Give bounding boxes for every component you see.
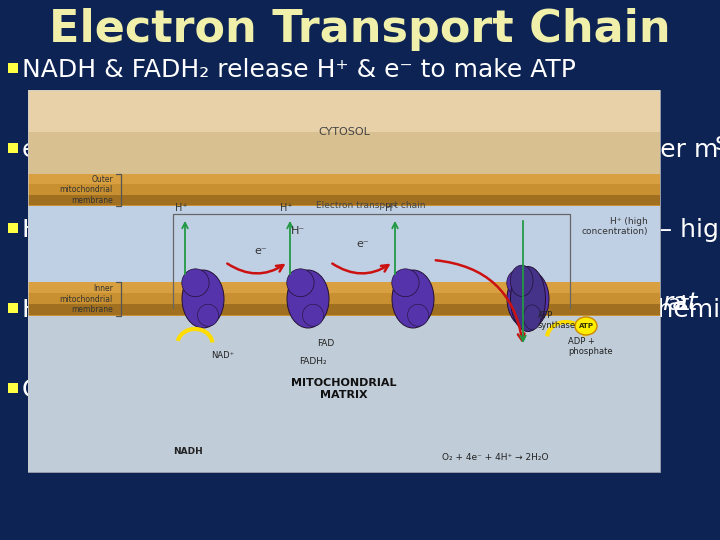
Text: Outer
mitochondrial
membrane: Outer mitochondrial membrane <box>60 175 113 205</box>
Text: Electron transport chain: Electron transport chain <box>316 201 426 210</box>
Text: ADP +
phosphate: ADP + phosphate <box>568 336 613 356</box>
Ellipse shape <box>197 304 219 326</box>
Ellipse shape <box>523 305 541 329</box>
Ellipse shape <box>523 304 544 326</box>
Text: H⁺ flow back through ATP synthase – makes ATP (chemiosmosis): H⁺ flow back through ATP synthase – make… <box>22 298 720 322</box>
Ellipse shape <box>507 269 534 296</box>
Ellipse shape <box>408 304 428 326</box>
Bar <box>28 316 660 472</box>
Bar <box>28 90 660 472</box>
Bar <box>28 90 660 132</box>
Text: e⁻: e⁻ <box>356 239 369 249</box>
Bar <box>28 206 660 282</box>
Bar <box>28 304 660 315</box>
Text: NADH & FADH₂ release H⁺ & e⁻ to make ATP: NADH & FADH₂ release H⁺ & e⁻ to make ATP <box>22 58 576 82</box>
Text: rat: rat <box>662 291 698 315</box>
Bar <box>28 282 660 293</box>
Text: CYTOSOL: CYTOSOL <box>318 127 370 137</box>
Text: FADH₂: FADH₂ <box>300 357 327 366</box>
Bar <box>28 174 660 184</box>
Text: O₂ + 4e⁻ + 4H⁺ → 2H₂O: O₂ + 4e⁻ + 4H⁺ → 2H₂O <box>442 453 549 462</box>
Text: s: s <box>715 131 720 155</box>
Text: FAD: FAD <box>318 339 335 348</box>
Text: H⁺: H⁺ <box>384 203 397 213</box>
Bar <box>8 63 18 73</box>
Text: H⁺ pumped across inner mitochondrial membrane – high concentration: H⁺ pumped across inner mitochondrial mem… <box>22 218 720 242</box>
Bar <box>28 90 660 472</box>
Ellipse shape <box>302 304 323 326</box>
Bar <box>28 90 660 174</box>
Text: e⁻: e⁻ <box>255 246 267 256</box>
Text: e⁻ passed down chain of proteins embedded in inner mitochondrial membrane: e⁻ passed down chain of proteins embedde… <box>22 138 720 162</box>
Ellipse shape <box>287 269 314 296</box>
Text: H⁺: H⁺ <box>279 203 292 213</box>
Text: H⁺ (high
concentration): H⁺ (high concentration) <box>582 217 648 236</box>
Ellipse shape <box>287 270 329 328</box>
Text: H⁻: H⁻ <box>291 226 305 236</box>
Ellipse shape <box>575 317 597 335</box>
Ellipse shape <box>392 269 419 296</box>
Bar <box>8 303 18 313</box>
Bar <box>8 143 18 153</box>
Text: ATP: ATP <box>578 323 593 329</box>
Text: H⁺: H⁺ <box>175 203 187 213</box>
Ellipse shape <box>507 270 549 328</box>
Text: NAD⁺: NAD⁺ <box>212 351 235 360</box>
Bar <box>8 383 18 393</box>
Bar <box>28 195 660 205</box>
Text: Electron Transport Chain: Electron Transport Chain <box>49 8 671 51</box>
Ellipse shape <box>510 267 546 332</box>
Ellipse shape <box>182 270 224 328</box>
Ellipse shape <box>392 270 434 328</box>
Text: O₂ is final electron acceptor → H₂O: O₂ is final electron acceptor → H₂O <box>22 378 455 402</box>
Bar <box>8 223 18 233</box>
Bar <box>28 282 660 316</box>
Text: ATP
synthase: ATP synthase <box>538 310 576 330</box>
Text: at: at <box>668 294 690 314</box>
Ellipse shape <box>181 269 209 296</box>
Bar <box>28 174 660 206</box>
Text: MITOCHONDRIAL
MATRIX: MITOCHONDRIAL MATRIX <box>292 378 397 400</box>
Ellipse shape <box>510 265 533 296</box>
Text: NADH: NADH <box>173 447 203 456</box>
Text: Inner
mitochondrial
membrane: Inner mitochondrial membrane <box>60 284 113 314</box>
